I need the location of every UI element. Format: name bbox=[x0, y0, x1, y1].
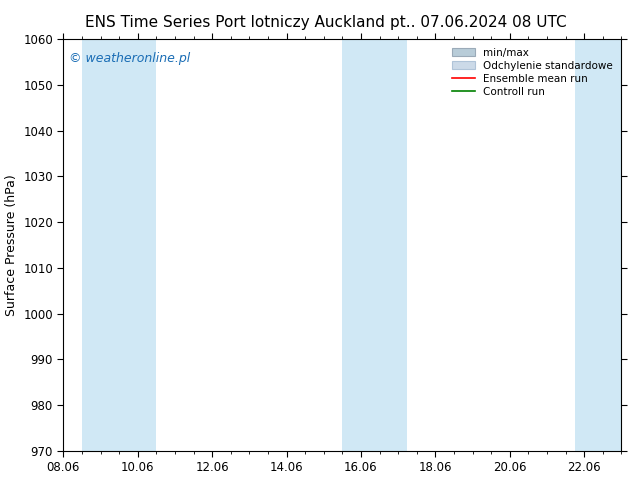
Bar bbox=[342, 39, 380, 451]
Bar bbox=[575, 39, 621, 451]
Text: © weatheronline.pl: © weatheronline.pl bbox=[69, 51, 190, 65]
Legend: min/max, Odchylenie standardowe, Ensemble mean run, Controll run: min/max, Odchylenie standardowe, Ensembl… bbox=[449, 45, 616, 100]
Y-axis label: Surface Pressure (hPa): Surface Pressure (hPa) bbox=[4, 174, 18, 316]
Text: ENS Time Series Port lotniczy Auckland: ENS Time Series Port lotniczy Auckland bbox=[85, 15, 384, 30]
Bar bbox=[82, 39, 129, 451]
Bar bbox=[129, 39, 157, 451]
Text: pt.. 07.06.2024 08 UTC: pt.. 07.06.2024 08 UTC bbox=[391, 15, 567, 30]
Bar bbox=[380, 39, 408, 451]
